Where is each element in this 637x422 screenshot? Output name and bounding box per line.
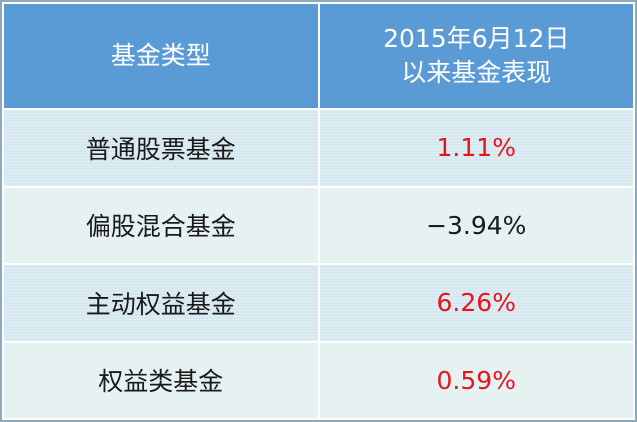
header-cell: 基金类型 xyxy=(2,2,320,110)
header-row: 基金类型 2015年6月12日 以来基金表现 xyxy=(2,2,635,110)
header-text: 基金类型 xyxy=(110,41,211,70)
fund-type: 主动权益基金 xyxy=(2,263,320,343)
performance: 6.26% xyxy=(317,263,635,343)
row: 普通股票基金 1.11% xyxy=(2,108,635,188)
row: 权益类基金 0.59% xyxy=(2,340,635,420)
row: 偏股混合基金 −3.94% xyxy=(2,185,635,265)
performance: 1.11% xyxy=(317,108,635,188)
header-text: 以来基金表现 xyxy=(401,58,552,87)
row: 主动权益基金 6.26% xyxy=(2,263,635,343)
fund-type: 偏股混合基金 xyxy=(2,185,320,265)
header-cell: 2015年6月12日 以来基金表现 xyxy=(317,2,635,110)
performance: −3.94% xyxy=(317,185,635,265)
header-text: 2015年6月12日 xyxy=(383,24,570,53)
fund-type: 普通股票基金 xyxy=(2,108,320,188)
performance: 0.59% xyxy=(317,340,635,420)
fund-type: 权益类基金 xyxy=(2,340,320,420)
